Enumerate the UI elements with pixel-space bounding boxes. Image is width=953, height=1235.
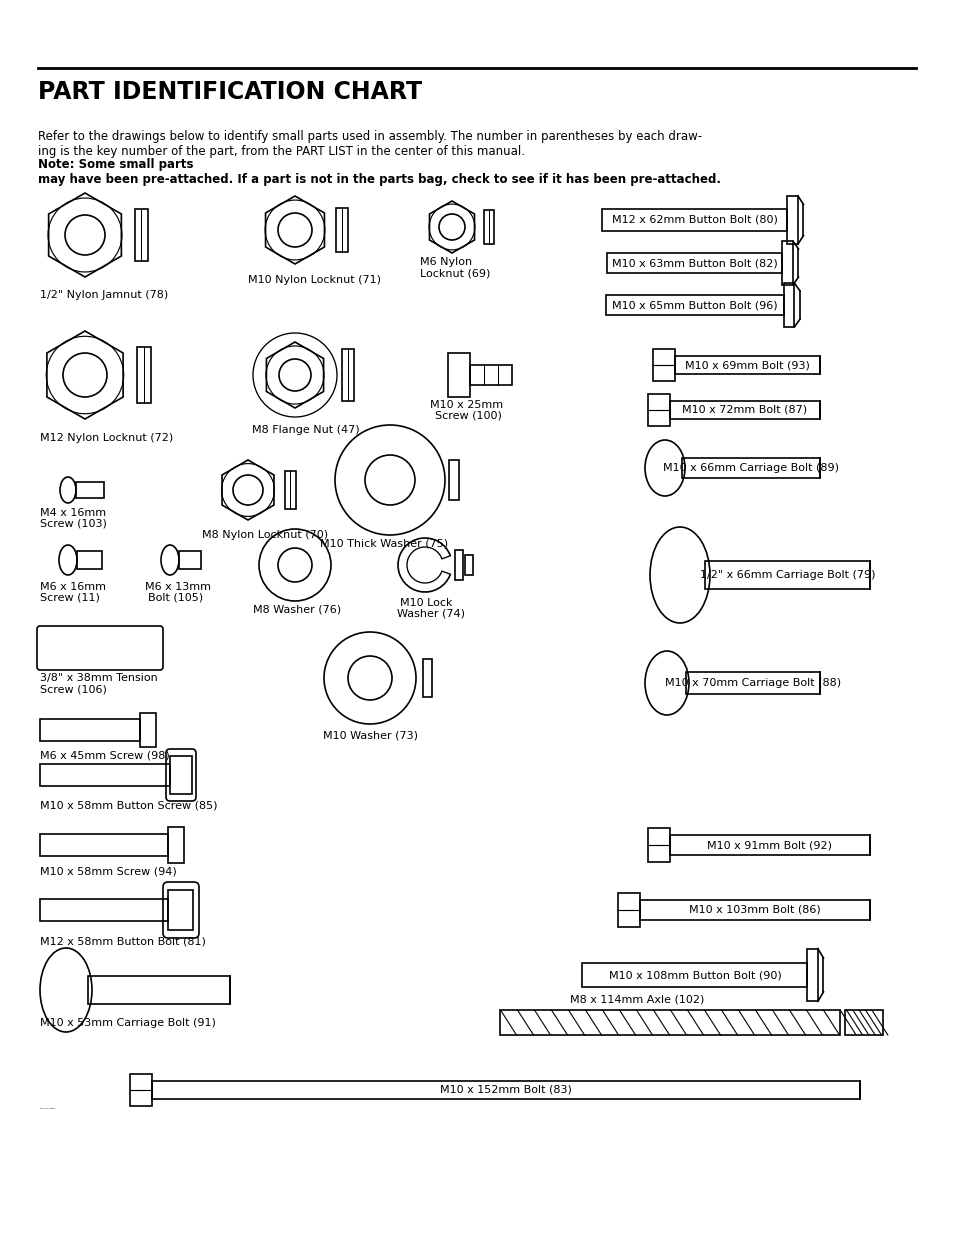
Text: Screw (106): Screw (106)	[40, 684, 107, 694]
Text: M10 x 66mm Carriage Bolt (89): M10 x 66mm Carriage Bolt (89)	[662, 463, 838, 473]
Text: M8 x 114mm Axle (102): M8 x 114mm Axle (102)	[569, 995, 703, 1005]
Bar	[77, 551, 102, 569]
Bar	[40, 834, 168, 856]
Bar	[40, 764, 170, 785]
Bar	[499, 1010, 840, 1035]
Text: M6 Nylon: M6 Nylon	[419, 257, 472, 267]
Text: M12 x 62mm Button Bolt (80): M12 x 62mm Button Bolt (80)	[612, 215, 777, 225]
Bar	[605, 295, 783, 315]
Bar	[705, 561, 869, 589]
Bar	[639, 900, 869, 920]
Bar	[140, 713, 156, 747]
Text: M10 x 58mm Screw (94): M10 x 58mm Screw (94)	[40, 867, 176, 877]
Bar	[806, 948, 817, 1002]
Bar	[786, 196, 797, 245]
Text: M10 x 70mm Carriage Bolt (88): M10 x 70mm Carriage Bolt (88)	[664, 678, 840, 688]
Text: M10 x 152mm Bolt (83): M10 x 152mm Bolt (83)	[439, 1086, 572, 1095]
Bar	[844, 1010, 882, 1035]
Text: M8 Washer (76): M8 Washer (76)	[253, 604, 341, 614]
Text: M10 x 63mm Button Bolt (82): M10 x 63mm Button Bolt (82)	[612, 258, 777, 268]
Bar	[449, 459, 458, 500]
Bar	[675, 356, 820, 374]
Bar	[483, 210, 494, 245]
Bar	[168, 827, 184, 863]
Text: M10 x 91mm Bolt (92): M10 x 91mm Bolt (92)	[707, 840, 832, 850]
Bar	[341, 348, 354, 401]
Text: 1/2" Nylon Jamnut (78): 1/2" Nylon Jamnut (78)	[40, 290, 168, 300]
Text: Note: Some small parts
may have been pre-attached. If a part is not in the parts: Note: Some small parts may have been pre…	[38, 158, 720, 186]
Bar	[170, 756, 192, 794]
Text: M4 x 16mm: M4 x 16mm	[40, 508, 106, 517]
Bar	[464, 555, 473, 576]
Text: Refer to the drawings below to identify small parts used in assembly. The number: Refer to the drawings below to identify …	[38, 130, 701, 158]
Text: M10 Washer (73): M10 Washer (73)	[323, 730, 417, 740]
Text: Washer (74): Washer (74)	[396, 609, 464, 619]
Bar	[76, 482, 104, 498]
Bar	[470, 366, 512, 385]
Text: M6 x 13mm: M6 x 13mm	[145, 582, 211, 592]
Bar	[422, 659, 432, 697]
Bar	[88, 976, 230, 1004]
Bar	[40, 719, 140, 741]
Text: M10 x 72mm Bolt (87): M10 x 72mm Bolt (87)	[681, 405, 807, 415]
Text: Screw (103): Screw (103)	[40, 519, 107, 529]
Bar	[647, 394, 669, 426]
Text: M10 Nylon Locknut (71): M10 Nylon Locknut (71)	[248, 275, 380, 285]
Text: M8 Nylon Locknut (70): M8 Nylon Locknut (70)	[202, 530, 328, 540]
Text: M10 Thick Washer (75): M10 Thick Washer (75)	[319, 538, 448, 548]
Bar	[168, 890, 193, 930]
Text: bottom label skipped: bottom label skipped	[40, 1108, 54, 1109]
Bar	[618, 893, 639, 927]
Text: M10 x 25mm: M10 x 25mm	[430, 400, 502, 410]
Text: Screw (11): Screw (11)	[40, 593, 100, 603]
Text: Bolt (105): Bolt (105)	[148, 593, 203, 603]
Text: M10 x 69mm Bolt (93): M10 x 69mm Bolt (93)	[684, 359, 809, 370]
Bar	[130, 1074, 152, 1107]
Bar	[40, 899, 168, 921]
Text: Locknut (69): Locknut (69)	[419, 268, 490, 278]
Bar	[781, 241, 792, 285]
Bar	[285, 471, 295, 509]
Bar	[152, 1081, 859, 1099]
Text: M12 x 58mm Button Bolt (81): M12 x 58mm Button Bolt (81)	[40, 937, 206, 947]
Bar	[647, 827, 669, 862]
Bar	[179, 551, 201, 569]
Text: M6 x 45mm Screw (98): M6 x 45mm Screw (98)	[40, 751, 170, 761]
Text: M12 Nylon Locknut (72): M12 Nylon Locknut (72)	[40, 433, 173, 443]
Bar	[669, 401, 820, 419]
Text: M10 x 53mm Carriage Bolt (91): M10 x 53mm Carriage Bolt (91)	[40, 1018, 215, 1028]
Bar	[602, 209, 786, 231]
Text: M10 x 58mm Button Screw (85): M10 x 58mm Button Screw (85)	[40, 800, 217, 810]
Text: M10 x 103mm Bolt (86): M10 x 103mm Bolt (86)	[688, 905, 820, 915]
Text: Screw (100): Screw (100)	[435, 411, 501, 421]
Bar	[448, 353, 470, 396]
Bar	[685, 672, 820, 694]
Bar	[137, 347, 151, 403]
Text: M8 Flange Nut (47): M8 Flange Nut (47)	[252, 425, 359, 435]
Bar	[783, 283, 794, 327]
Bar	[335, 207, 348, 252]
Text: M10 x 65mm Button Bolt (96): M10 x 65mm Button Bolt (96)	[612, 300, 777, 310]
Bar	[681, 458, 820, 478]
Bar	[135, 209, 148, 261]
Bar	[582, 963, 806, 987]
Text: M6 x 16mm: M6 x 16mm	[40, 582, 106, 592]
Bar	[607, 253, 781, 273]
Bar	[669, 835, 869, 855]
Bar	[652, 350, 675, 382]
Text: M10 x 108mm Button Bolt (90): M10 x 108mm Button Bolt (90)	[608, 969, 781, 981]
Text: M10 Lock: M10 Lock	[399, 598, 452, 608]
Bar	[455, 550, 462, 580]
Text: PART IDENTIFICATION CHART: PART IDENTIFICATION CHART	[38, 80, 422, 104]
Text: 3/8" x 38mm Tension: 3/8" x 38mm Tension	[40, 673, 157, 683]
Text: 1/2" x 66mm Carriage Bolt (79): 1/2" x 66mm Carriage Bolt (79)	[700, 571, 875, 580]
